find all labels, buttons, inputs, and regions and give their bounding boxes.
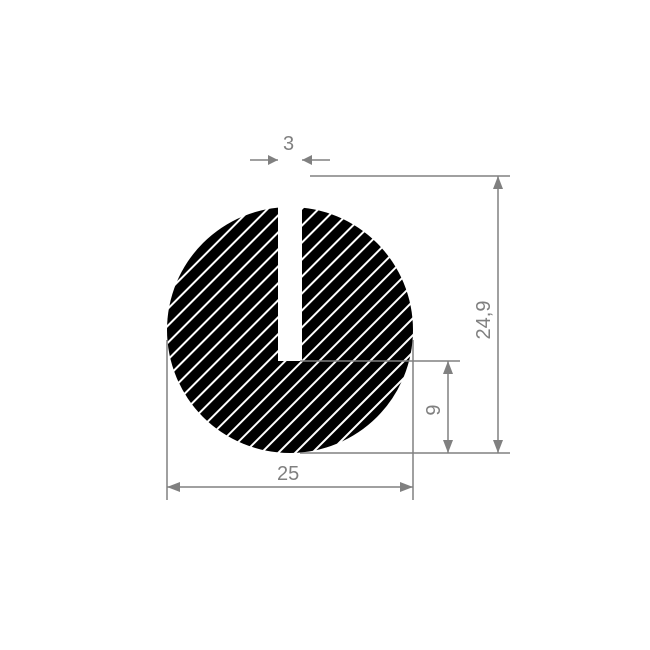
- dim-slot-width-value: 3: [283, 133, 294, 155]
- dim-diameter-value: 25: [277, 463, 299, 485]
- technical-drawing: 3 25 24,9 9: [0, 0, 650, 650]
- dim-bottom-to-slot-value: 9: [423, 404, 445, 415]
- profile-shape: [167, 176, 413, 453]
- dim-slot-width: 3: [250, 133, 330, 165]
- dim-total-height-value: 24,9: [473, 301, 495, 340]
- drawing-svg: 3 25 24,9 9: [0, 0, 650, 650]
